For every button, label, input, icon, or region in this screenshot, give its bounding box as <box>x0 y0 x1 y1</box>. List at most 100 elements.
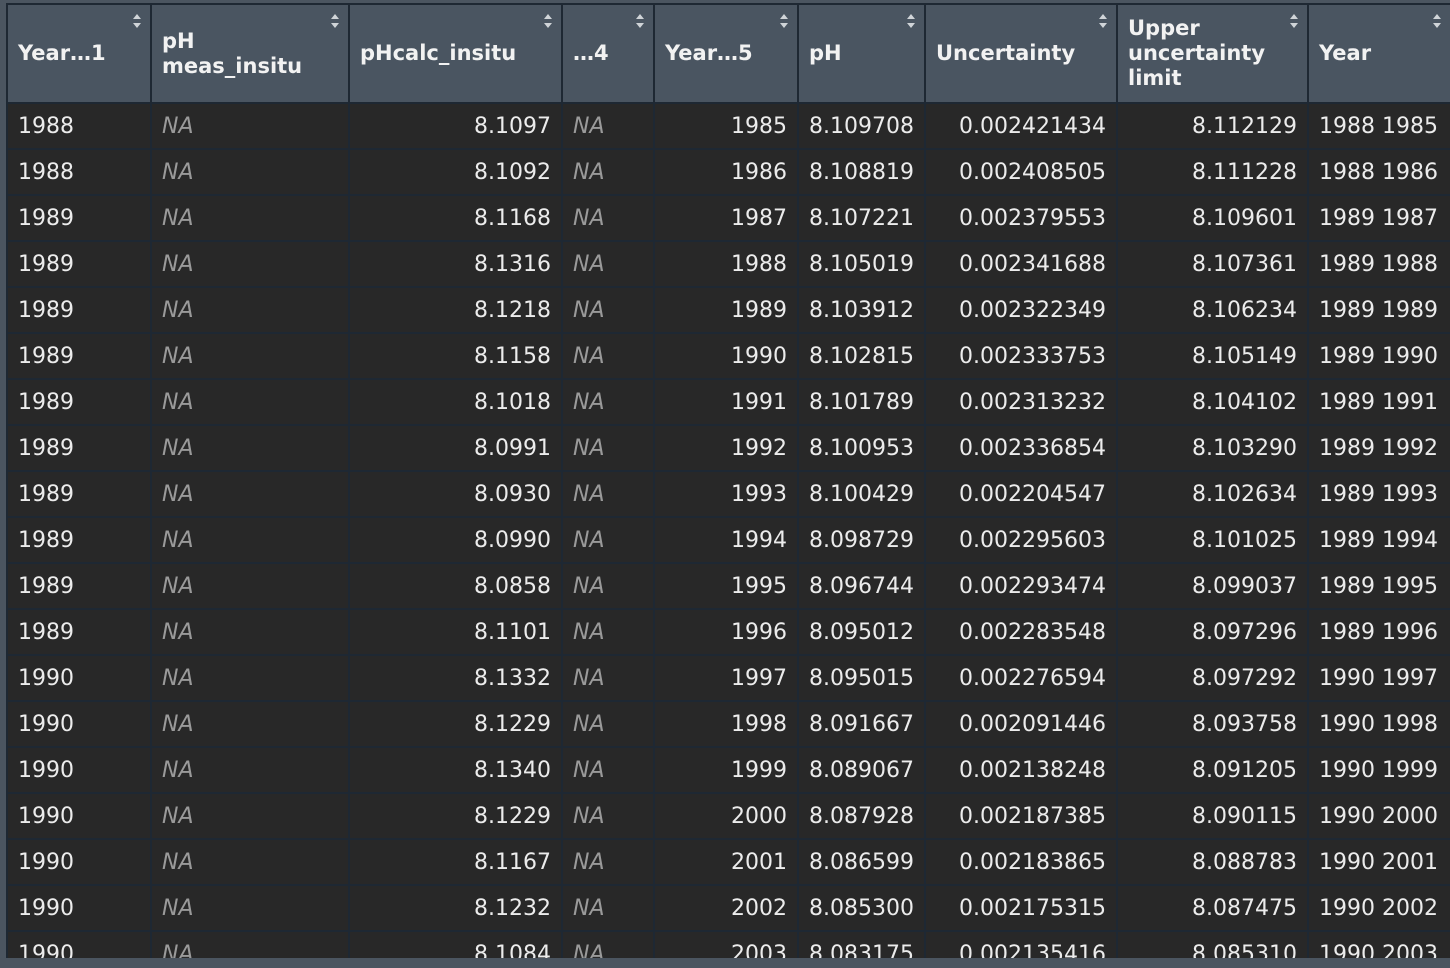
table-cell: 8.109601 <box>1116 194 1309 242</box>
column-header[interactable]: pHcalc_insitu <box>348 3 563 104</box>
table-cell: 8.083175 <box>797 930 926 958</box>
column-header[interactable]: Upper uncertainty limit <box>1116 3 1309 104</box>
table-cell: NA <box>561 654 655 702</box>
table-cell: NA <box>561 516 655 564</box>
table-cell: 0.002341688 <box>924 240 1118 288</box>
column-label: Uncertainty <box>936 41 1076 65</box>
table-cell: NA <box>561 746 655 794</box>
table-cell: 8.1158 <box>348 332 563 380</box>
table-row: 1990 NA 8.1232 NA 2002 8.085300 0.002175315 8.0… <box>6 884 1450 932</box>
table-cell: 8.108819 <box>797 148 926 196</box>
table-cell: 8.103912 <box>797 286 926 334</box>
table-cell: 1989 1995 <box>1307 562 1450 610</box>
table-cell: 8.086599 <box>797 838 926 886</box>
table-row: 1989 NA 8.1158 NA 1990 8.102815 0.002333753 8.1… <box>6 332 1450 380</box>
table-cell: 0.002091446 <box>924 700 1118 748</box>
sort-icon[interactable] <box>330 13 340 29</box>
table-row: 1990 NA 8.1084 NA 2003 8.083175 0.002135416 8.0… <box>6 930 1450 958</box>
column-label: Year…1 <box>18 41 106 65</box>
table-cell: NA <box>561 562 655 610</box>
table-cell: 1997 <box>653 654 799 702</box>
sort-icon[interactable] <box>1432 13 1442 29</box>
table-cell: 8.1018 <box>348 378 563 426</box>
table-cell: 8.1101 <box>348 608 563 656</box>
table-cell: NA <box>150 148 350 196</box>
table-cell: 8.107221 <box>797 194 926 242</box>
table-row: 1989 NA 8.0990 NA 1994 8.098729 0.002295603 8.1… <box>6 516 1450 564</box>
column-label: pH meas_insitu <box>162 28 303 78</box>
table-cell: 1990 <box>6 746 152 794</box>
column-header[interactable]: pH <box>797 3 926 104</box>
sort-icon[interactable] <box>543 13 553 29</box>
sort-icon[interactable] <box>132 13 142 29</box>
table-cell: 1989 1991 <box>1307 378 1450 426</box>
table-cell: 1989 <box>6 470 152 518</box>
table-cell: 8.0858 <box>348 562 563 610</box>
table-cell: NA <box>150 286 350 334</box>
table-cell: 1989 <box>6 332 152 380</box>
table-cell: 8.111228 <box>1116 148 1309 196</box>
table-cell: 2002 <box>653 884 799 932</box>
column-label: Upper uncertainty limit <box>1128 16 1266 90</box>
table-cell: 8.1316 <box>348 240 563 288</box>
sort-icon[interactable] <box>779 13 789 29</box>
sort-icon[interactable] <box>906 13 916 29</box>
table-cell: 0.002293474 <box>924 562 1118 610</box>
table-cell: NA <box>150 102 350 150</box>
table-cell: 8.097292 <box>1116 654 1309 702</box>
table-cell: 8.1229 <box>348 700 563 748</box>
table-cell: 1990 2001 <box>1307 838 1450 886</box>
sort-icon[interactable] <box>1289 13 1299 29</box>
table-cell: 0.002379553 <box>924 194 1118 242</box>
table-cell: 0.002175315 <box>924 884 1118 932</box>
table-cell: 1994 <box>653 516 799 564</box>
table-cell: 1995 <box>653 562 799 610</box>
table-cell: 8.090115 <box>1116 792 1309 840</box>
table-row: 1990 NA 8.1167 NA 2001 8.086599 0.002183865 8.0… <box>6 838 1450 886</box>
table-cell: NA <box>561 838 655 886</box>
data-viewer: Year…1 pH meas_insitu pHcalc_insitu …4 Year…… <box>6 3 1450 958</box>
table-cell: 8.1097 <box>348 102 563 150</box>
table-cell: 1989 1990 <box>1307 332 1450 380</box>
table-cell: NA <box>561 332 655 380</box>
table-cell: 8.085310 <box>1116 930 1309 958</box>
column-header[interactable]: …4 <box>561 3 655 104</box>
column-header[interactable]: Year…1 <box>6 3 152 104</box>
column-header[interactable]: Year…5 <box>653 3 799 104</box>
sort-icon[interactable] <box>1098 13 1108 29</box>
sort-icon[interactable] <box>635 13 645 29</box>
table-cell: 8.102815 <box>797 332 926 380</box>
table-cell: 1989 <box>653 286 799 334</box>
table-cell: NA <box>561 194 655 242</box>
table-cell: 1990 1999 <box>1307 746 1450 794</box>
table-cell: NA <box>561 470 655 518</box>
data-table: Year…1 pH meas_insitu pHcalc_insitu …4 Year…… <box>6 3 1450 958</box>
column-header[interactable]: Uncertainty <box>924 3 1118 104</box>
table-cell: 8.100953 <box>797 424 926 472</box>
table-cell: 1985 <box>653 102 799 150</box>
table-cell: 8.107361 <box>1116 240 1309 288</box>
table-cell: 8.0991 <box>348 424 563 472</box>
table-cell: NA <box>150 792 350 840</box>
table-cell: 8.1084 <box>348 930 563 958</box>
table-cell: 8.1218 <box>348 286 563 334</box>
table-cell: 8.089067 <box>797 746 926 794</box>
table-cell: 8.104102 <box>1116 378 1309 426</box>
table-cell: 8.109708 <box>797 102 926 150</box>
column-header[interactable]: pH meas_insitu <box>150 3 350 104</box>
table-cell: 0.002322349 <box>924 286 1118 334</box>
table-cell: 0.002421434 <box>924 102 1118 150</box>
table-cell: NA <box>150 700 350 748</box>
column-label: …4 <box>573 41 609 65</box>
table-cell: 1990 <box>6 884 152 932</box>
table-cell: 8.095015 <box>797 654 926 702</box>
table-cell: 1990 2002 <box>1307 884 1450 932</box>
column-header[interactable]: Year <box>1307 3 1450 104</box>
table-cell: 8.093758 <box>1116 700 1309 748</box>
table-cell: 1990 <box>6 838 152 886</box>
table-cell: 1990 <box>6 792 152 840</box>
table-body: 1988 NA 8.1097 NA 1985 8.109708 0.002421434 8.1… <box>6 102 1450 958</box>
table-cell: 1989 1993 <box>1307 470 1450 518</box>
table-cell: 2003 <box>653 930 799 958</box>
table-cell: NA <box>150 608 350 656</box>
